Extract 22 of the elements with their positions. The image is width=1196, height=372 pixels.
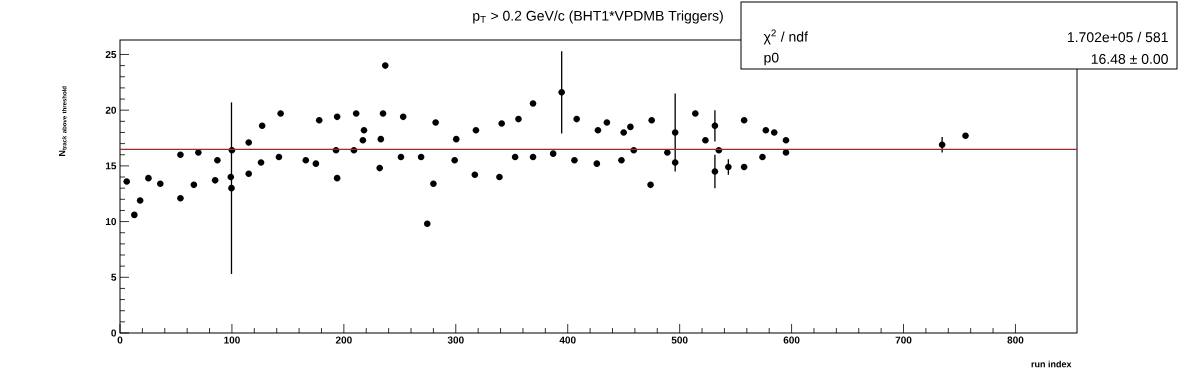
y-tick-label: 5 bbox=[111, 273, 117, 281]
x-tick-label: 100 bbox=[224, 336, 240, 344]
annotation: χ$^{2}$ / ndf bbox=[763, 29, 808, 45]
text: 16.48 ± 0.00 bbox=[1091, 54, 1168, 64]
y-tick-label: 15 bbox=[105, 162, 117, 170]
y-tick-label: 25 bbox=[105, 50, 117, 59]
y-tick-label: 0 bbox=[111, 329, 117, 337]
x-tick-label: 700 bbox=[895, 336, 912, 344]
x-tick-label: 600 bbox=[783, 336, 800, 344]
x-tick-label: 0 bbox=[117, 336, 123, 344]
y-tick-label: 20 bbox=[105, 106, 117, 114]
x-axis-title: run index bbox=[1031, 360, 1072, 368]
y-tick-label: 10 bbox=[105, 218, 117, 226]
x-tick-label: 400 bbox=[559, 336, 576, 344]
annotation: p0 bbox=[764, 52, 779, 66]
x-tick-label: 300 bbox=[447, 336, 464, 344]
y-axis-title: $\mathbf{N_{track\ above\ threshold}}$ bbox=[58, 86, 67, 156]
annotation: 1.702e+05 / 581 bbox=[1067, 31, 1168, 43]
chart-title: p$_{T}$ > 0.2 GeV/c (BHT1*VPDMB Triggers) bbox=[473, 10, 723, 24]
x-tick-label: 800 bbox=[1007, 336, 1024, 344]
x-tick-label: 200 bbox=[335, 336, 352, 344]
x-tick-label: 500 bbox=[671, 336, 688, 344]
